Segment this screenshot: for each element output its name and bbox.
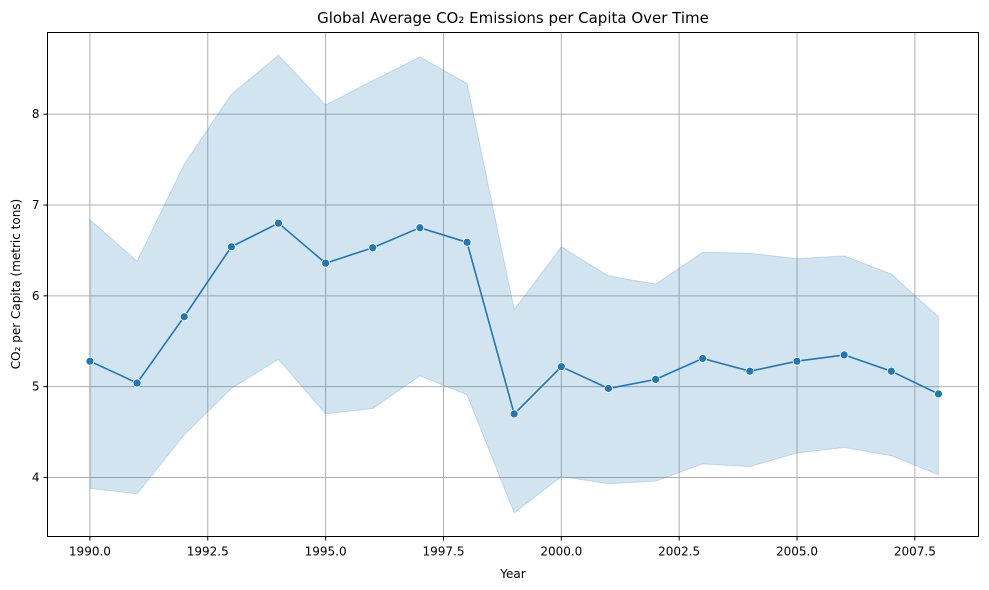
y-tick-label: 4 [32,470,40,484]
data-point [698,354,708,363]
x-tick-label: 2005.0 [776,545,818,559]
x-tick-label: 1995.0 [305,545,347,559]
grid [47,32,979,537]
confidence-band [89,54,939,514]
data-point [226,242,236,252]
data-point [886,366,896,376]
data-point [415,223,425,233]
data-points [85,218,943,419]
x-axis-label: Year [499,567,525,581]
y-axis-label: CO₂ per Capita (metric tons) [9,199,23,369]
y-tick-label: 5 [32,380,40,394]
data-point [368,243,378,253]
data-point [745,366,755,376]
x-tick-label: 2000.0 [540,545,582,559]
data-point [839,350,849,360]
data-point [321,258,331,268]
y-tick-label: 7 [32,198,40,212]
x-tick-label: 2007.5 [894,545,936,559]
data-point [651,374,660,384]
x-tick-label: 2002.5 [658,545,700,559]
data-point [462,237,472,247]
y-axis: 4 5 6 7 8 [32,107,48,484]
y-tick-label: 8 [32,107,40,121]
data-point [792,356,802,366]
data-point [85,356,95,366]
data-point [132,378,142,388]
data-point [509,409,519,419]
x-axis: 1990.0 1992.5 1995.0 1997.5 2000.0 2002.5 2005… [69,536,936,559]
x-tick-label: 1992.5 [187,545,229,559]
data-point [274,218,283,228]
data-point [604,384,613,393]
data-point [934,389,943,399]
plot-frame [47,32,979,537]
data-point [556,362,566,372]
x-tick-label: 1997.5 [422,545,464,559]
x-tick-label: 1990.0 [69,545,111,559]
chart-title: Global Average CO₂ Emissions per Capita … [317,9,709,27]
y-tick-label: 6 [32,289,40,303]
data-point [179,312,189,322]
